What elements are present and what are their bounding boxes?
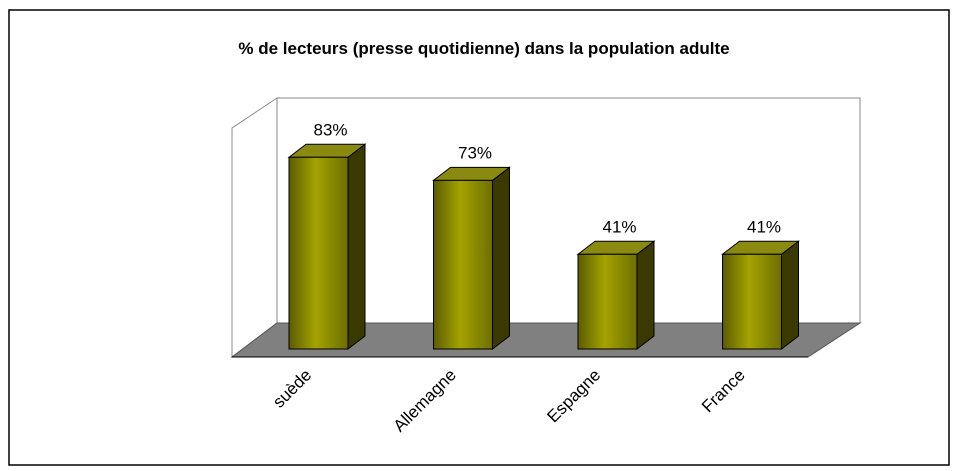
bar [722, 253, 782, 350]
bar-side [347, 143, 366, 351]
data-label: 41% [602, 217, 636, 236]
bar [577, 253, 638, 350]
chart-title: % de lecteurs (presse quotidienne) dans … [238, 39, 729, 58]
bar [433, 179, 493, 350]
bar [288, 156, 349, 350]
bar-side [781, 240, 799, 351]
bar-side [636, 240, 655, 351]
data-label: 41% [747, 217, 781, 236]
bar-side [492, 166, 510, 351]
side-wall [231, 97, 278, 359]
data-label: 73% [458, 143, 492, 162]
data-label: 83% [313, 120, 347, 139]
